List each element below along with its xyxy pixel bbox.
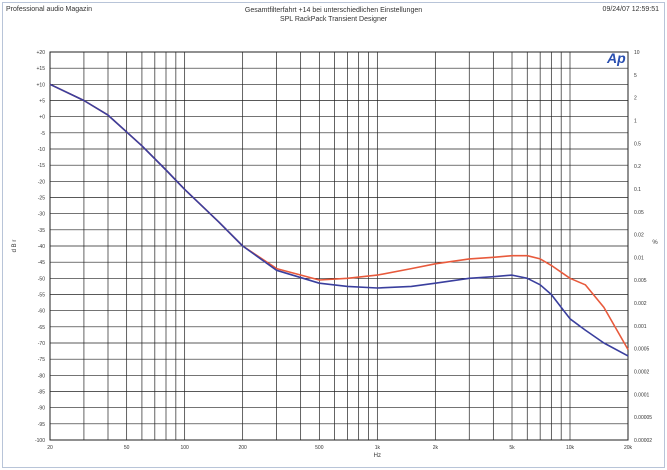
y-tick-label: +5	[39, 99, 45, 105]
right-tick-label: 10	[634, 50, 640, 56]
right-tick-label: 0.00005	[634, 415, 652, 421]
right-tick-label: 1	[634, 118, 637, 124]
right-tick-label: 0.05	[634, 210, 644, 216]
right-tick-label: 0.0002	[634, 370, 650, 376]
right-tick-label: 0.00002	[634, 438, 652, 444]
y-tick-label: -35	[38, 228, 45, 234]
y-tick-label: -25	[38, 196, 45, 202]
y-tick-label: -50	[38, 276, 45, 282]
right-tick-label: 0.1	[634, 187, 641, 193]
right-tick-label: 0.005	[634, 278, 647, 284]
right-tick-label: 0.02	[634, 233, 644, 239]
series-layer	[49, 83, 629, 357]
y-tick-label: -80	[38, 373, 45, 379]
x-tick-label: 1k	[375, 445, 381, 451]
x-tick-label: 200	[238, 445, 247, 451]
y-tick-label: -5	[41, 131, 46, 137]
x-axis-label: Hz	[374, 453, 381, 459]
x-tick-label: 20k	[624, 445, 633, 451]
y-axis-label: d B r	[12, 240, 18, 253]
y-tick-label: -10	[38, 147, 45, 153]
y-tick-label: -100	[35, 438, 45, 444]
series-line-1	[49, 83, 629, 350]
right-tick-label: 0.002	[634, 301, 647, 307]
y-tick-label: -30	[38, 212, 45, 218]
ap-logo: Ap	[607, 50, 626, 66]
right-tick-label: 0.01	[634, 255, 644, 261]
y-tick-label: -40	[38, 244, 45, 250]
y-tick-label: -85	[38, 390, 45, 396]
timestamp: 09/24/07 12:59:51	[602, 6, 659, 13]
x-tick-label: 100	[180, 445, 189, 451]
right-tick-label: 0.001	[634, 324, 647, 330]
y-tick-label: -60	[38, 309, 45, 315]
right-tick-labels: 10 5 2 1 0.5 0.2 0.1 0.05 0.02 0.01 0.005 0.002 0.00…	[634, 50, 652, 444]
y-tick-label: +20	[37, 50, 46, 56]
y-tick-label: -95	[38, 422, 45, 428]
x-tick-label: 20	[47, 445, 53, 451]
y-tick-label: -20	[38, 179, 45, 185]
right-tick-label: 0.0005	[634, 347, 650, 353]
x-tick-label: 2k	[433, 445, 439, 451]
right-tick-label: 5	[634, 73, 637, 79]
right-tick-label: 0.2	[634, 164, 641, 170]
y-tick-label: -90	[38, 406, 45, 412]
plot-border	[49, 51, 629, 441]
x-tick-label: 50	[124, 445, 130, 451]
x-tick-label: 5k	[509, 445, 515, 451]
y-tick-label: -55	[38, 293, 45, 299]
x-tick-label: 10k	[566, 445, 575, 451]
horizontal-gridlines	[50, 51, 628, 441]
y-tick-labels: +20 +15 +10 +5 +0 -5 -10 -15 -20 -25 -30 -35 -40 -45 -…	[35, 50, 45, 444]
chart-subtitle: SPL RackPack Transient Designer	[279, 16, 388, 23]
y-tick-label: -65	[38, 325, 45, 331]
chart-title-block: Gesamtfilterfahrt +14 bei unterschiedlic…	[0, 6, 667, 24]
x-tick-label: 500	[315, 445, 324, 451]
y-tick-label: +0	[39, 115, 45, 121]
chart-title: Gesamtfilterfahrt +14 bei unterschiedlic…	[244, 7, 423, 14]
right-tick-label: 0.0001	[634, 392, 650, 398]
series-line-2	[49, 83, 629, 357]
right-tick-label: 2	[634, 96, 637, 102]
y-tick-label: -45	[38, 260, 45, 266]
magazine-label: Professional audio Magazin	[6, 6, 92, 13]
y-tick-label: -15	[38, 163, 45, 169]
y-tick-label: +10	[37, 82, 46, 88]
right-axis-label: %	[652, 240, 658, 246]
y-tick-label: +15	[37, 66, 46, 72]
right-tick-label: 0.5	[634, 141, 641, 147]
y-tick-label: -75	[38, 357, 45, 363]
y-tick-label: -70	[38, 341, 45, 347]
x-tick-labels: 20 50 100 200 500 1k 2k 5k 10k 20k	[47, 445, 632, 451]
